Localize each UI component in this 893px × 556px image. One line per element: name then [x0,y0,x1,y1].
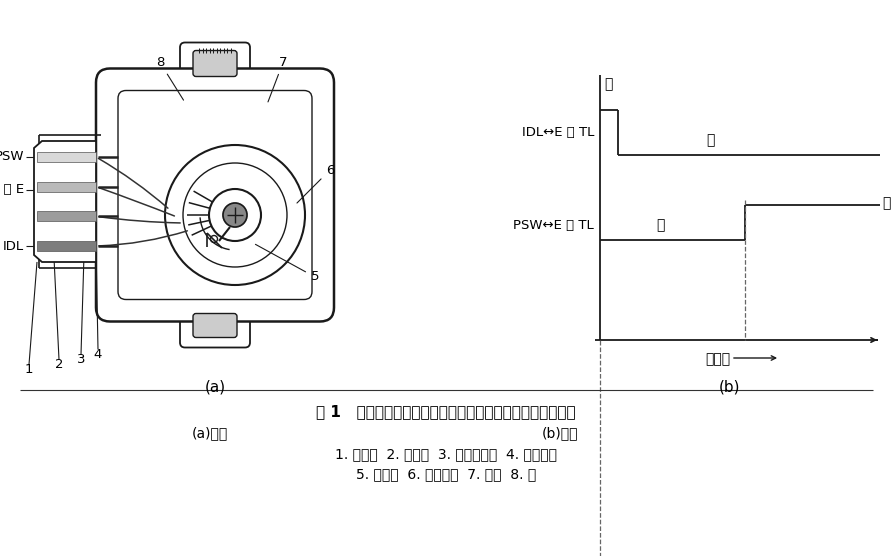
Text: IDL: IDL [3,240,24,252]
Text: 断: 断 [655,218,664,232]
Text: (b): (b) [719,380,741,395]
Polygon shape [34,141,96,262]
Text: 5: 5 [255,244,320,284]
Bar [37,152,96,162]
Bar [37,182,96,192]
Text: 8: 8 [155,56,184,100]
FancyBboxPatch shape [193,51,237,77]
Text: 图 1   开关量输出型节气门位置传感器的结构与电压输出信号: 图 1 开关量输出型节气门位置传感器的结构与电压输出信号 [316,405,576,419]
Text: PSW: PSW [0,151,24,163]
Text: TL 或 E: TL 或 E [0,183,24,196]
Text: 断: 断 [705,133,714,147]
Text: 1. 连接器  2. 动触点  3. 全负荷触点  4. 息速触点: 1. 连接器 2. 动触点 3. 全负荷触点 4. 息速触点 [335,447,557,461]
Text: 7: 7 [268,56,288,102]
Text: 5. 控制臂  6. 节气门轴  7. 凸轮  8. 槽: 5. 控制臂 6. 节气门轴 7. 凸轮 8. 槽 [356,467,536,481]
FancyBboxPatch shape [96,68,334,321]
Text: 节气门: 节气门 [705,352,730,366]
Text: 4: 4 [94,348,102,361]
Text: (a): (a) [204,380,226,395]
Bar [37,211,96,221]
Text: 3: 3 [77,353,85,366]
FancyBboxPatch shape [193,314,237,337]
Text: 2: 2 [54,358,63,371]
Text: (b)特性: (b)特性 [542,426,579,440]
Text: 通: 通 [604,77,613,91]
Bar [37,241,96,251]
Text: 1: 1 [25,363,33,376]
Text: PSW↔E 或 TL: PSW↔E 或 TL [513,219,594,232]
FancyBboxPatch shape [180,42,250,87]
FancyBboxPatch shape [118,91,312,300]
Text: 6: 6 [297,163,334,203]
Text: 通: 通 [882,196,890,210]
Circle shape [223,203,247,227]
Text: (a)结构: (a)结构 [192,426,228,440]
FancyBboxPatch shape [180,302,250,348]
Text: IDL↔E 或 TL: IDL↔E 或 TL [522,126,594,139]
